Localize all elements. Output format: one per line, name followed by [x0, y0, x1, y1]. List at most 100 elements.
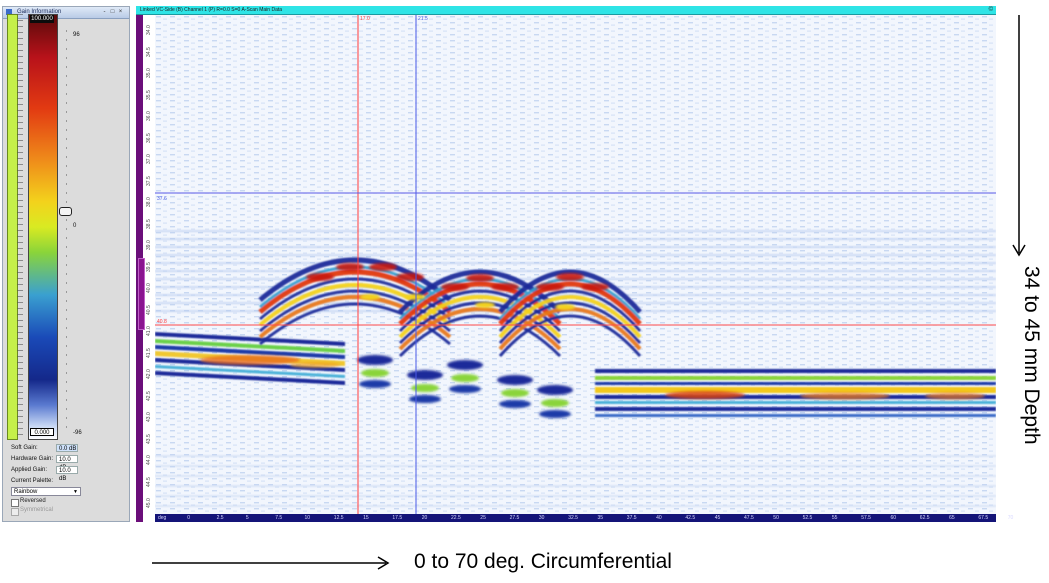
depth-tick-label: 35.0 [146, 68, 152, 78]
symmetrical-checkbox[interactable] [11, 508, 19, 516]
circumferential-caption: 0 to 70 deg. Circumferential [414, 550, 672, 573]
background-echo-line [155, 230, 996, 233]
indication-arc [498, 289, 642, 332]
gain-slider-track[interactable] [66, 30, 67, 430]
background-echo-line [155, 495, 996, 497]
reversed-label: Reversed [20, 498, 46, 504]
depth-tick-label: 39.0 [146, 240, 152, 250]
chevron-down-icon: ▼ [73, 489, 78, 495]
circumferential-tick-label: 42.5 [685, 515, 696, 521]
app-icon [6, 9, 12, 15]
echo-blob [451, 374, 479, 382]
depth-tick-label: 37.0 [146, 154, 152, 164]
echo-blob [497, 375, 533, 385]
depth-tick-label: 38.5 [146, 218, 152, 229]
depth-tick-label: 40.0 [146, 283, 152, 293]
palette-dropdown-value: Rainbow [14, 489, 38, 495]
depth-tick-label: 45.0 [146, 498, 152, 508]
circumferential-tick-label: 0 [187, 515, 191, 521]
circumferential-tick-label: 65 [949, 515, 955, 521]
back-wall-hotspot [665, 391, 745, 399]
gain-slider-thumb[interactable] [59, 207, 72, 216]
close-button[interactable]: × [118, 9, 123, 15]
echo-blob [357, 355, 393, 365]
back-wall-band-right [595, 395, 996, 399]
applied-gain-value: 10.0 dB [56, 466, 78, 482]
background-echo-line [155, 455, 996, 457]
circumferential-arrow-icon [152, 556, 390, 570]
background-echo-line [155, 485, 996, 487]
blue-cursor-y-label: 37.6 [157, 196, 167, 202]
circumferential-tick-label: 27.5 [509, 515, 520, 521]
reversed-checkbox[interactable] [11, 499, 19, 507]
bscan-image[interactable]: 17.0 21.5 37.6 40.8 [155, 15, 996, 514]
back-wall-hotspot [200, 355, 300, 365]
depth-tick-label: 34.0 [146, 25, 152, 35]
blue-cursor-x-label: 21.5 [418, 16, 428, 22]
indication-arc [398, 281, 562, 326]
depth-tick-label: 38.0 [146, 197, 152, 207]
background-echo-line [155, 294, 996, 297]
background-echo-line [155, 505, 996, 507]
symmetrical-label: Symmetrical [20, 507, 54, 513]
echo-blob [539, 410, 571, 418]
depth-tick-label: 43.5 [146, 433, 152, 444]
indication-core [491, 283, 519, 291]
echo-blob [407, 370, 443, 380]
circumferential-tick-label: 12.5 [333, 515, 344, 521]
hardware-gain-value: 10.0 dB [56, 455, 78, 471]
depth-tick-label: 44.5 [146, 476, 152, 487]
soft-gain-label: Soft Gain: [11, 445, 38, 451]
depth-tick-label: 35.5 [146, 89, 152, 100]
indication-arc [498, 314, 642, 357]
background-echo-line [155, 238, 996, 241]
circumferential-tick-label: deg [158, 515, 167, 521]
circumferential-tick-label: 32.5 [568, 515, 578, 521]
back-wall-band-left [155, 345, 345, 359]
depth-gate-marker[interactable] [138, 258, 145, 330]
depth-tick-label: 37.5 [146, 175, 152, 186]
indication-core [475, 302, 495, 308]
indication-arc [498, 301, 642, 344]
hardware-gain-label: Hardware Gain: [11, 456, 54, 462]
back-wall-hotspot [800, 392, 890, 400]
circumferential-tick-label: 10 [304, 515, 311, 521]
indication-core [360, 294, 380, 300]
circumferential-tick-label: 15 [363, 515, 369, 521]
indication-arc [258, 257, 452, 302]
circumferential-tick-label: 45 [714, 515, 721, 521]
background-echo-line [155, 262, 996, 265]
circumferential-tick-label: 20 [421, 515, 428, 521]
soft-gain-field[interactable]: 0.0 dB [56, 444, 78, 452]
bscan-view-titlebar[interactable]: Linked VC-Side (B) Channel 1 (P) R=0.0 S… [136, 6, 996, 15]
depth-tick-label: 41.0 [146, 326, 152, 336]
depth-tick-label: 40.5 [146, 304, 152, 315]
indication-blobs [200, 263, 985, 418]
depth-arrow-icon [1012, 15, 1026, 257]
maximize-button[interactable]: □ [110, 9, 115, 15]
circumferential-tick-label: 60 [890, 515, 897, 521]
echo-blob [361, 369, 389, 377]
background-echo-line [155, 465, 996, 467]
circumferential-tick-label: 2.5 [216, 515, 224, 521]
circumferential-tick-label: 35 [597, 515, 604, 521]
echo-blob [499, 400, 531, 408]
palette-dropdown[interactable]: Rainbow ▼ [11, 487, 81, 496]
minimize-button[interactable]: - [103, 9, 106, 15]
back-wall-hotspot [925, 392, 985, 400]
close-icon[interactable]: © [988, 7, 993, 13]
depth-tick-label: 42.5 [146, 390, 152, 401]
indication-arc [258, 269, 452, 314]
indication-core [405, 294, 425, 300]
circumferential-tick-label: 70 [1007, 515, 1014, 521]
circumferential-tick-label: 17.5 [392, 515, 403, 521]
indication-core [466, 274, 494, 282]
indication-core [306, 273, 334, 281]
circumferential-axis [155, 514, 996, 522]
indication-core [396, 273, 424, 281]
circumferential-tick-label: 47.5 [744, 515, 754, 521]
depth-tick-label: 43.0 [146, 412, 152, 422]
colorbar-max-label: 100.000 [30, 15, 54, 23]
indication-arc [398, 295, 562, 339]
indication-core [441, 283, 469, 291]
